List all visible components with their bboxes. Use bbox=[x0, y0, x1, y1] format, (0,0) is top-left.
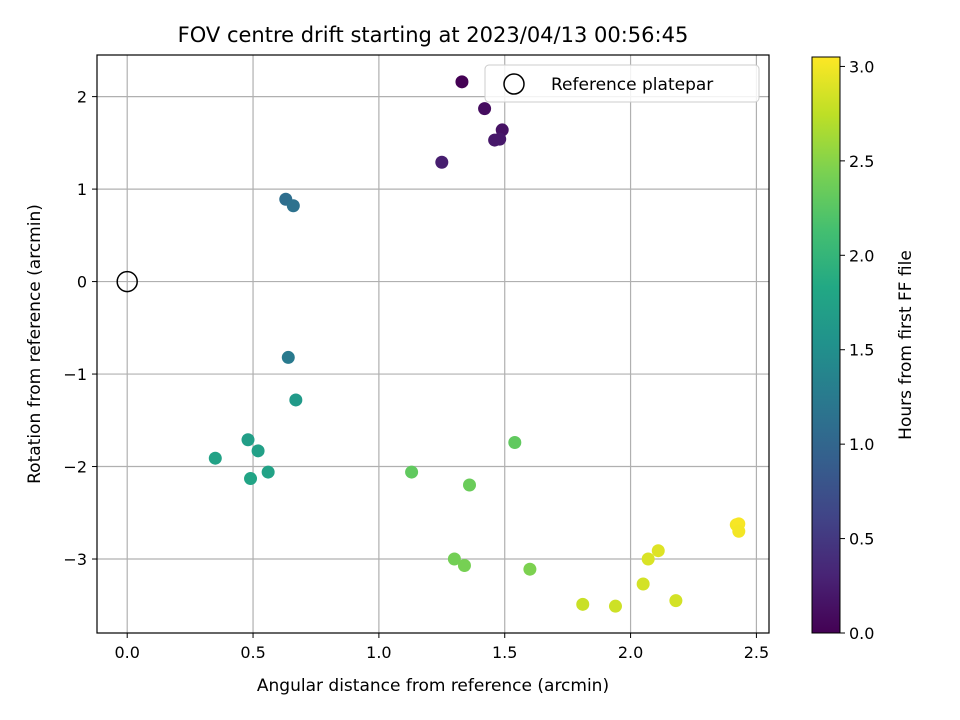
data-point bbox=[488, 133, 502, 147]
data-point bbox=[244, 472, 258, 486]
colorbar-tick-label: 0.5 bbox=[849, 530, 874, 549]
data-point bbox=[286, 199, 300, 213]
y-tick-label: 0 bbox=[77, 273, 87, 292]
x-axis-label: Angular distance from reference (arcmin) bbox=[257, 676, 609, 696]
data-point bbox=[289, 393, 303, 407]
data-point bbox=[405, 465, 419, 479]
reference-marker bbox=[116, 270, 138, 293]
colorbar-tick-label: 3.0 bbox=[849, 57, 874, 76]
data-points bbox=[208, 75, 746, 613]
colorbar-tick-label: 2.0 bbox=[849, 246, 874, 265]
data-point bbox=[669, 594, 683, 608]
data-point bbox=[576, 597, 590, 611]
colorbar-gradient bbox=[811, 56, 841, 634]
grid-lines bbox=[97, 55, 769, 633]
data-point bbox=[241, 433, 255, 447]
y-tick-label: 2 bbox=[77, 88, 87, 107]
data-point bbox=[478, 102, 492, 116]
data-point bbox=[508, 435, 522, 449]
y-tick-label: −1 bbox=[63, 365, 87, 384]
data-point bbox=[462, 478, 476, 492]
data-point bbox=[523, 562, 537, 576]
y-axis-ticks: −3 −2 −1 0 1 2 bbox=[63, 88, 97, 569]
data-point bbox=[435, 155, 449, 169]
data-point bbox=[457, 558, 471, 572]
legend-box bbox=[484, 64, 760, 103]
colorbar-tick-label: 1.0 bbox=[849, 435, 874, 454]
x-axis-ticks: 0.0 0.5 1.0 1.5 2.0 2.5 bbox=[114, 633, 769, 662]
legend: Reference platepar bbox=[484, 64, 760, 103]
data-point bbox=[455, 75, 469, 89]
y-axis-label: Rotation from reference (arcmin) bbox=[25, 204, 45, 484]
y-tick-label: −2 bbox=[63, 458, 87, 477]
data-point bbox=[251, 444, 265, 458]
data-point bbox=[608, 599, 622, 613]
data-point bbox=[641, 552, 655, 566]
colorbar-label: Hours from first FF file bbox=[896, 250, 916, 440]
legend-label-reference: Reference platepar bbox=[551, 75, 713, 95]
x-tick-label: 1.0 bbox=[366, 643, 391, 662]
data-point bbox=[651, 544, 665, 558]
x-tick-label: 2.0 bbox=[618, 643, 643, 662]
x-tick-label: 1.5 bbox=[492, 643, 517, 662]
chart-title: FOV centre drift starting at 2023/04/13 … bbox=[178, 23, 689, 47]
colorbar-tick-label: 0.0 bbox=[849, 624, 874, 643]
colorbar-tick-label: 1.5 bbox=[849, 341, 874, 360]
colorbar-tick-label: 2.5 bbox=[849, 152, 874, 171]
colorbar-ticks: 0.0 0.5 1.0 1.5 2.0 2.5 3.0 bbox=[840, 57, 874, 643]
y-tick-label: −3 bbox=[63, 550, 87, 569]
data-point bbox=[208, 451, 222, 465]
data-point bbox=[261, 465, 275, 479]
data-point bbox=[281, 350, 295, 364]
x-tick-label: 2.5 bbox=[744, 643, 769, 662]
x-tick-label: 0.0 bbox=[114, 643, 139, 662]
x-tick-label: 0.5 bbox=[240, 643, 265, 662]
data-point bbox=[636, 577, 650, 591]
y-tick-label: 1 bbox=[77, 180, 87, 199]
data-point bbox=[732, 524, 746, 538]
data-point bbox=[447, 552, 461, 566]
plot-frame bbox=[96, 54, 770, 634]
colorbar: 0.0 0.5 1.0 1.5 2.0 2.5 3.0 Hours from first F… bbox=[811, 56, 916, 643]
reference-point bbox=[116, 270, 138, 293]
legend-marker-open-circle bbox=[503, 73, 525, 95]
